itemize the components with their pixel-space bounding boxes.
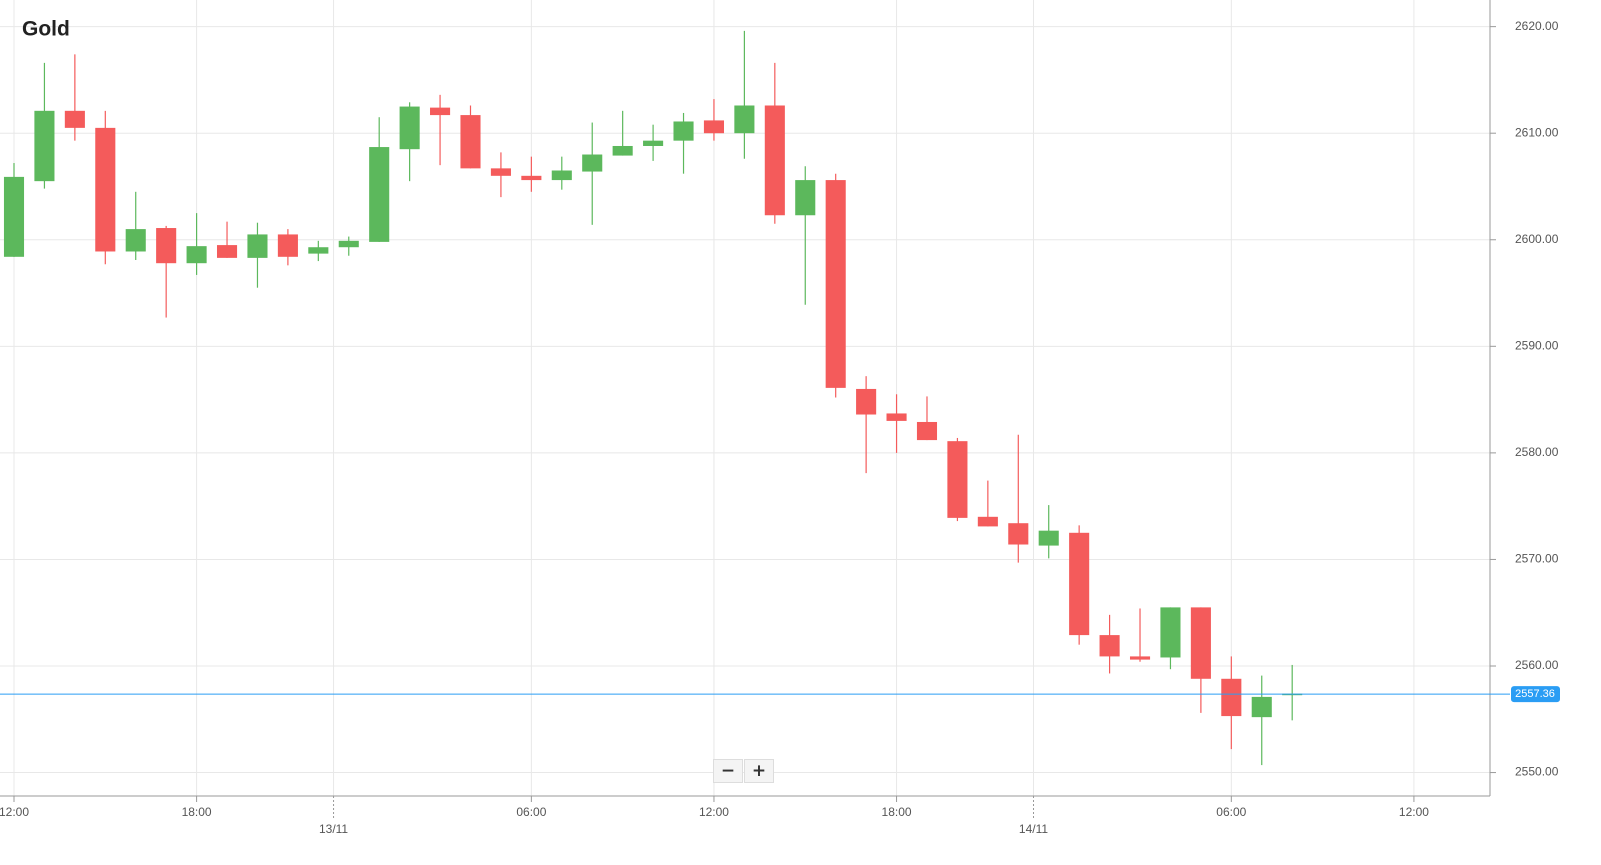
x-tick-label: 06:00	[1216, 805, 1246, 819]
candle-body	[3, 176, 25, 257]
chart-title: Gold	[22, 18, 70, 41]
x-tick-label: 18:00	[182, 805, 212, 819]
candle-body	[1099, 635, 1120, 657]
candle-body	[703, 120, 725, 134]
candle-body	[1190, 607, 1211, 679]
candle-body	[1160, 607, 1181, 658]
candle-body	[734, 105, 755, 134]
candle-body	[886, 413, 907, 421]
candle-body	[399, 106, 420, 150]
candle-body	[125, 229, 146, 252]
candle-body	[1129, 656, 1151, 660]
candle-body	[582, 154, 603, 172]
x-tick-label: 12:00	[1399, 805, 1429, 819]
zoom-in-button[interactable]: +	[744, 759, 774, 783]
candle-body	[95, 127, 116, 252]
y-tick-label: 2570.00	[1515, 552, 1559, 566]
y-tick-label: 2600.00	[1515, 232, 1559, 246]
candle-body	[460, 115, 481, 169]
candle-body	[764, 105, 785, 216]
candle-body	[186, 246, 207, 264]
candle-body	[551, 170, 572, 181]
date-tick-label: 14/11	[1019, 822, 1048, 836]
candle-body	[216, 245, 238, 258]
candle-body	[947, 441, 968, 518]
candle-body	[369, 147, 390, 242]
candle-body	[247, 234, 268, 258]
last-price-label: 2557.36	[1515, 688, 1555, 700]
y-tick-label: 2620.00	[1515, 19, 1559, 33]
candle-body	[338, 240, 359, 248]
x-tick-label: 18:00	[882, 805, 912, 819]
y-tick-label: 2590.00	[1515, 338, 1559, 352]
candle-body	[1069, 532, 1090, 636]
candle-body	[643, 140, 664, 146]
candle-body	[1038, 530, 1059, 546]
candle-body	[277, 234, 298, 257]
x-tick-label: 06:00	[516, 805, 546, 819]
candle-body	[977, 516, 998, 527]
candle-body	[430, 107, 451, 116]
candle-body	[64, 110, 85, 128]
y-tick-label: 2610.00	[1515, 125, 1559, 139]
candle-body	[795, 180, 816, 216]
candle-body	[308, 247, 329, 254]
candle-body	[1008, 523, 1029, 545]
x-tick-label: 12:00	[699, 805, 729, 819]
candle-body	[856, 388, 877, 415]
zoom-out-button[interactable]: −	[713, 759, 743, 783]
candle-body	[156, 228, 177, 264]
y-tick-label: 2550.00	[1515, 765, 1559, 779]
candle-body	[34, 110, 55, 182]
candle-body	[673, 121, 694, 141]
date-tick-label: 13/11	[319, 822, 348, 836]
candle-body	[1221, 678, 1242, 717]
y-tick-label: 2580.00	[1515, 445, 1559, 459]
candle-body	[825, 180, 846, 388]
candle-body	[916, 421, 938, 441]
candle-body	[1251, 696, 1272, 718]
candle-body	[521, 175, 542, 181]
candle-body	[612, 145, 633, 156]
last-price-box	[1511, 686, 1560, 703]
y-tick-label: 2560.00	[1515, 658, 1559, 672]
x-tick-label: 12:00	[0, 805, 29, 819]
candle-body	[490, 168, 511, 176]
